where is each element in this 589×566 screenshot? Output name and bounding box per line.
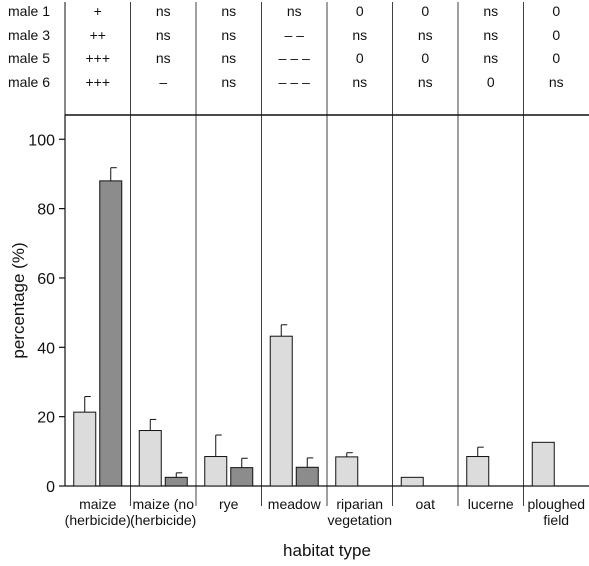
bar	[138, 430, 162, 487]
table-cell: 0	[487, 74, 495, 90]
table-cell: ns	[156, 27, 171, 43]
category-label: meadow	[268, 496, 322, 512]
table-cell: 0	[356, 3, 364, 19]
bar	[164, 476, 188, 487]
y-tick-label: 20	[37, 410, 55, 427]
table-cell: ns	[483, 27, 498, 43]
table-row-label: male 1	[8, 3, 50, 19]
table-cell: 0	[552, 50, 560, 66]
category-label: rye	[219, 496, 239, 512]
category-label: maize	[79, 496, 117, 512]
table-cell: +++	[85, 74, 110, 90]
bar	[73, 411, 97, 487]
table-cell: +++	[85, 50, 110, 66]
category-label: oat	[416, 496, 436, 512]
table-cell: ns	[352, 27, 367, 43]
table-cell: ns	[418, 74, 433, 90]
bar	[531, 441, 555, 487]
table-cell: ++	[90, 27, 106, 43]
category-label: lucerne	[468, 496, 514, 512]
table-cell: ns	[418, 27, 433, 43]
table-cell: ns	[221, 50, 236, 66]
x-axis-label: habitat type	[283, 541, 371, 560]
y-tick-label: 80	[37, 202, 55, 219]
category-label: riparian	[336, 496, 383, 512]
bar	[295, 466, 319, 487]
table-row-label: male 5	[8, 50, 50, 66]
category-label: maize (no	[133, 496, 195, 512]
category-label: vegetation	[327, 512, 392, 528]
table-cell: ns	[483, 50, 498, 66]
bar	[204, 456, 228, 487]
table-cell: – – –	[279, 74, 310, 90]
table-cell: 0	[421, 3, 429, 19]
table-cell: – – –	[279, 50, 310, 66]
table-cell: 0	[421, 50, 429, 66]
table-cell: ns	[221, 27, 236, 43]
category-label: (herbicide)	[130, 512, 196, 528]
bar	[269, 335, 293, 487]
table-row-label: male 3	[8, 27, 50, 43]
table-cell: ns	[221, 74, 236, 90]
table-cell: 0	[552, 3, 560, 19]
category-label: (herbicide)	[65, 512, 131, 528]
table-cell: ns	[287, 3, 302, 19]
bar	[230, 467, 254, 487]
table-row-label: male 6	[8, 74, 50, 90]
significance-table: male 1 + ns ns ns 0 0 ns 0 male 3 ++ ns ns – – ns ns ns 0…	[8, 2, 589, 116]
category-label: field	[543, 512, 569, 528]
y-tick-label: 0	[46, 479, 55, 496]
category-label: ploughed	[527, 496, 585, 512]
table-cell: – –	[285, 27, 305, 43]
bar	[335, 456, 359, 487]
table-cell: ns	[156, 3, 171, 19]
bar	[466, 456, 490, 487]
table-cell: 0	[356, 50, 364, 66]
table-cell: ns	[352, 74, 367, 90]
y-tick-label: 40	[37, 340, 55, 357]
table-cell: ns	[549, 74, 564, 90]
table-cell: 0	[552, 27, 560, 43]
table-cell: ns	[156, 50, 171, 66]
y-tick-label: 100	[28, 132, 55, 149]
bar	[99, 180, 123, 487]
y-axis-label: percentage (%)	[9, 242, 28, 358]
table-cell: ns	[221, 3, 236, 19]
table-cell: –	[159, 74, 167, 90]
bar	[400, 476, 424, 487]
y-tick-label: 60	[37, 271, 55, 288]
table-cell: ns	[483, 3, 498, 19]
table-cell: +	[94, 3, 102, 19]
